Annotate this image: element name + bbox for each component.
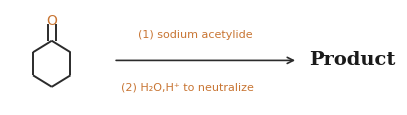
Text: (1) sodium acetylide: (1) sodium acetylide [138, 30, 253, 40]
Text: (2) H₂O,H⁺ to neutralize: (2) H₂O,H⁺ to neutralize [121, 82, 254, 92]
Text: O: O [46, 14, 57, 28]
Text: Product: Product [309, 51, 396, 69]
